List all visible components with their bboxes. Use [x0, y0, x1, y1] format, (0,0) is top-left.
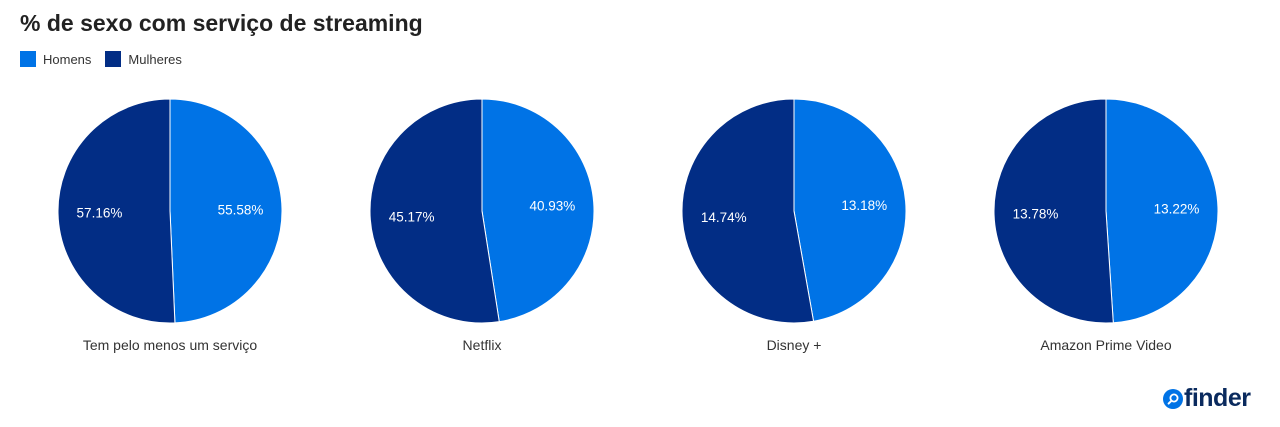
data-label-homens: 40.93%	[529, 199, 575, 214]
legend-label-mulheres: Mulheres	[128, 51, 182, 67]
pie-slice-mulheres[interactable]	[993, 98, 1114, 324]
category-label: Disney +	[767, 337, 822, 353]
data-label-homens: 13.22%	[1154, 202, 1200, 217]
data-label-homens: 13.18%	[841, 198, 887, 213]
search-icon	[1163, 388, 1183, 409]
data-label-mulheres: 57.16%	[77, 206, 123, 221]
data-label-mulheres: 13.78%	[1013, 206, 1059, 221]
pie-slice-mulheres[interactable]	[369, 98, 500, 324]
pie-slice-mulheres[interactable]	[681, 98, 815, 324]
data-label-mulheres: 14.74%	[701, 210, 747, 225]
legend: Homens Mulheres	[20, 51, 196, 67]
logo-text: finder	[1184, 384, 1251, 412]
pie-3: 13.18% 14.74% Disney +	[681, 98, 907, 353]
chart-title: % de sexo com serviço de streaming	[20, 10, 423, 36]
legend-label-homens: Homens	[43, 51, 92, 67]
legend-swatch-homens	[20, 51, 36, 67]
category-label: Amazon Prime Video	[1040, 337, 1171, 353]
legend-item-homens[interactable]: Homens	[20, 51, 91, 67]
category-label: Tem pelo menos um serviço	[83, 337, 258, 353]
pie-2: 40.93% 45.17% Netflix	[369, 98, 595, 353]
pie-4: 13.22% 13.78% Amazon Prime Video	[993, 98, 1219, 353]
pie-slice-homens[interactable]	[1105, 98, 1219, 324]
pie-slice-homens[interactable]	[793, 98, 907, 322]
pie-slice-homens[interactable]	[169, 98, 283, 324]
pie-1: 55.58% 57.16% Tem pelo menos um serviço	[57, 98, 283, 353]
pie-slice-homens[interactable]	[481, 98, 595, 323]
legend-item-mulheres[interactable]: Mulheres	[105, 51, 182, 67]
category-label: Netflix	[463, 337, 502, 353]
data-label-mulheres: 45.17%	[389, 209, 435, 224]
finder-logo: finder	[1162, 384, 1251, 413]
data-label-homens: 55.58%	[218, 202, 264, 217]
legend-swatch-mulheres	[105, 51, 122, 67]
pie-slice-mulheres[interactable]	[57, 98, 176, 324]
